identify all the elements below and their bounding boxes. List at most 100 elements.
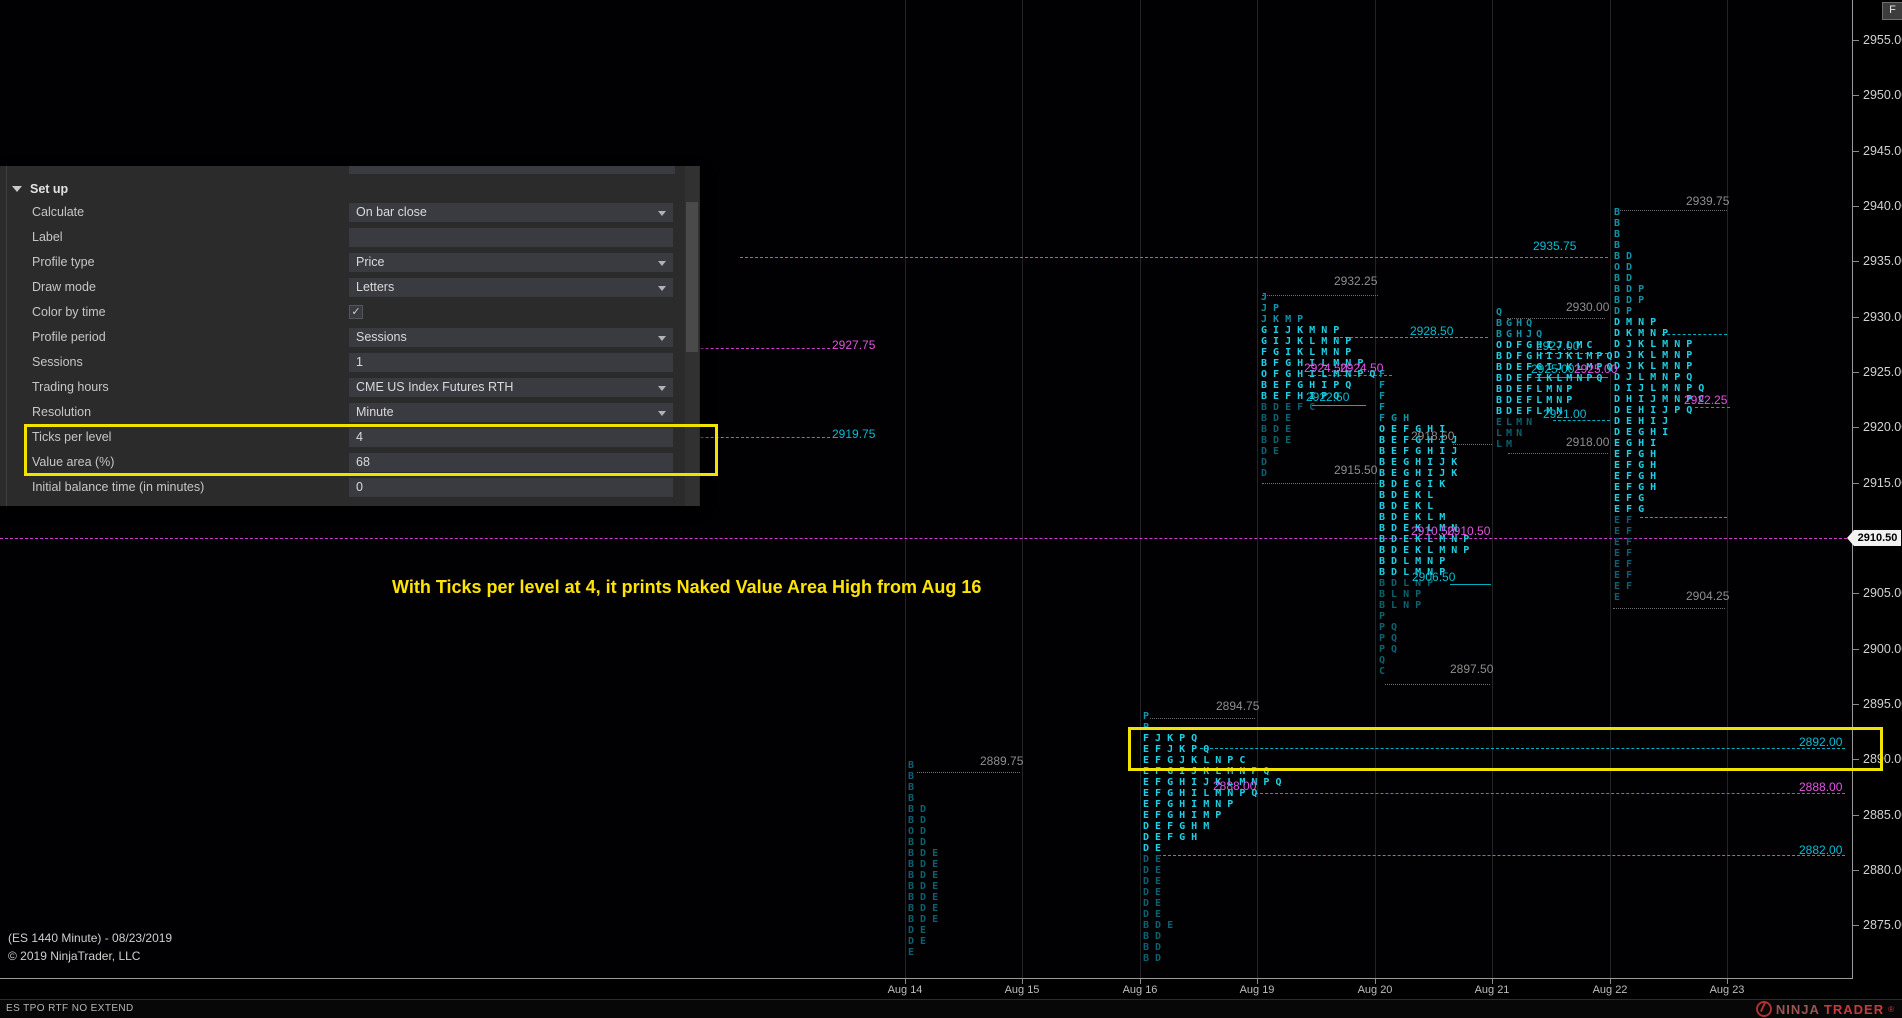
tpo-row: E F G I J K L M N P Q (1143, 766, 1270, 777)
setting-label-sessions: Sessions (32, 355, 83, 369)
tpo-row: P (1379, 611, 1386, 622)
dialog-scrollbar[interactable] (685, 166, 699, 506)
status-bar: ES TPO RTF NO EXTEND NINJA TRADER ® (0, 999, 1902, 1018)
price-axis[interactable]: F 2955.00 2950.00 2945.00 2940.00 2935.00 293… (1847, 0, 1902, 978)
tpo-row: D I J L M N P Q (1614, 383, 1705, 394)
tpo-row: B D E (908, 848, 939, 859)
tpo-row: B D E K L M N P (1379, 534, 1470, 545)
tpo-row: E F G (1614, 504, 1645, 515)
input-value-area-[interactable]: 68 (349, 453, 673, 472)
price-level-line (1385, 684, 1490, 685)
tpo-row: J P (1261, 303, 1280, 314)
setting-label-trading-hours: Trading hours (32, 380, 109, 394)
tpo-row: B D P (1614, 284, 1645, 295)
price-tick-mark (1853, 95, 1859, 96)
dialog-row: Color by time ✓ (0, 300, 682, 325)
price-tick-mark (1853, 261, 1859, 262)
tpo-row: B L N P (1379, 600, 1422, 611)
price-level-line (1200, 748, 1845, 749)
setting-label-ticks-per-level: Ticks per level (32, 430, 112, 444)
tpo-row: D H I J M N P C (1614, 394, 1705, 405)
axis-fit-button[interactable]: F (1882, 2, 1902, 20)
tpo-row: E F G J K L N P C (1143, 755, 1246, 766)
tpo-row: F G H (1379, 413, 1410, 424)
price-level-line (740, 257, 1608, 258)
tpo-row: E F G H (1614, 471, 1657, 482)
tpo-row: B D E K L (1379, 490, 1434, 501)
tpo-row: D E F G H M (1143, 821, 1210, 832)
setup-section-header[interactable]: Set up (0, 178, 700, 200)
tpo-row: B D E (1261, 413, 1292, 424)
price-level-label: 2915.50 (1334, 463, 1378, 477)
price-level-line (1508, 453, 1608, 454)
tpo-row: B (908, 771, 915, 782)
date-tick-mark (1375, 979, 1376, 984)
logo-text-ninja: NINJA (1775, 1001, 1820, 1017)
setting-label-label: Label (32, 230, 63, 244)
dialog-row: Calculate On bar close (0, 200, 682, 225)
chevron-down-icon (658, 261, 666, 266)
price-level-label: 2904.25 (1686, 589, 1730, 603)
tpo-row: B E F G H I J (1379, 435, 1458, 446)
price-level-label: 2922.25 (1684, 393, 1728, 407)
collapse-triangle-icon[interactable] (12, 186, 22, 192)
tpo-row: E F G H (1614, 460, 1657, 471)
dropdown-calculate[interactable]: On bar close (349, 203, 673, 222)
price-level-label: 2925.00 (1574, 362, 1618, 376)
price-level-line (1553, 420, 1610, 421)
tpo-row: B L N P (1379, 589, 1422, 600)
price-level-label: 2928.50 (1410, 324, 1454, 338)
dropdown-profile-type[interactable]: Price (349, 253, 673, 272)
input-ticks-per-level[interactable]: 4 (349, 428, 673, 447)
tpo-row: O D (908, 826, 927, 837)
tpo-row: J (1261, 292, 1268, 303)
tpo-row: B E F H I P Q (1261, 391, 1340, 402)
dialog-row: Profile type Price (0, 250, 682, 275)
tpo-row: F J K P Q (1143, 733, 1198, 744)
tpo-row: B G H J Q (1496, 329, 1542, 340)
tpo-row: B E F G H I P Q (1261, 380, 1352, 391)
tpo-row: D E G H I (1614, 427, 1669, 438)
price-level-label: 2882.00 (1799, 843, 1843, 857)
date-gridline (1727, 0, 1728, 978)
dropdown-trading-hours[interactable]: CME US Index Futures RTH (349, 378, 673, 397)
dialog-scrollbar-thumb[interactable] (686, 202, 698, 352)
date-label: Aug 15 (1004, 984, 1040, 996)
price-level-label: 2888.00 (1213, 779, 1257, 793)
dialog-row: Sessions 1 (0, 350, 682, 375)
date-label: Aug 16 (1122, 984, 1158, 996)
price-level-line (1150, 718, 1255, 719)
dropdown-profile-period[interactable]: Sessions (349, 328, 673, 347)
input-sessions[interactable]: 1 (349, 353, 673, 372)
time-axis[interactable]: Aug 14 Aug 15 Aug 16 Aug 19 Aug 20 Aug 21 Aug … (0, 979, 1902, 999)
input-label[interactable] (349, 228, 673, 247)
price-tick-mark (1853, 206, 1859, 207)
price-tick-mark (1853, 372, 1859, 373)
tpo-row: E F G H I M P (1143, 810, 1222, 821)
tpo-row: O D (1614, 262, 1633, 273)
dropdown-draw-mode[interactable]: Letters (349, 278, 673, 297)
price-level-line (1695, 407, 1730, 408)
tpo-row: B D E (908, 903, 939, 914)
tpo-row: D M N P (1614, 317, 1657, 328)
price-tick-mark (1853, 925, 1859, 926)
tpo-row: D J K L M N P (1614, 350, 1693, 361)
tpo-row: B D F G H I J K L M P Q (1496, 351, 1612, 362)
input-initial-balance-time-in-minutes-[interactable]: 0 (349, 478, 673, 497)
tpo-row: D (1261, 457, 1268, 468)
price-level-label: 2921.00 (1543, 407, 1587, 421)
tpo-row: B D E F G I J K L M P Q (1496, 362, 1612, 373)
tpo-row: E F G H I J K L M N P Q (1143, 777, 1282, 788)
price-level-label: 2925.00 (1531, 362, 1575, 376)
tpo-row: D E (1261, 446, 1280, 457)
tpo-row: B D E (908, 892, 939, 903)
logo-text-trader: TRADER (1823, 1001, 1885, 1017)
tpo-row: F (1379, 402, 1386, 413)
dropdown-resolution[interactable]: Minute (349, 403, 673, 422)
tpo-row: B D (908, 837, 927, 848)
price-level-label: 2918.00 (1566, 435, 1610, 449)
date-tick-mark (1140, 979, 1141, 984)
checkbox-color-by-time[interactable]: ✓ (349, 305, 363, 319)
price-level-line (1158, 855, 1845, 856)
price-level-line (1453, 444, 1492, 445)
